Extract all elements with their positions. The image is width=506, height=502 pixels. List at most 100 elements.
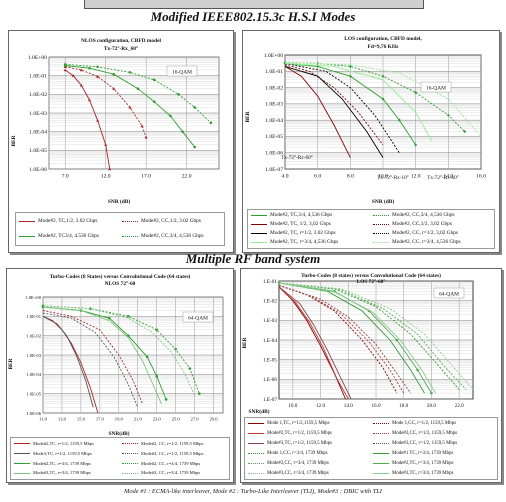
- legend-label: Mode#3,TC, r=1/2, 1159,5 Mbps: [267, 441, 332, 447]
- legend-item: Mode#2, TC,1/2, 3.02 Gbps: [19, 214, 118, 229]
- x-tick-label: 25.0: [172, 417, 181, 422]
- y-tick-label: 1.0E-05: [26, 391, 41, 396]
- legend-swatch: [19, 236, 35, 237]
- legend-item: Mode#2, TC3/4, 4.536 Gbps: [19, 229, 118, 244]
- x-tick-label: 29.0: [210, 417, 219, 422]
- data-point: [198, 392, 201, 395]
- data-point: [188, 367, 192, 370]
- series-line: [42, 315, 94, 408]
- legend-item: Mode#2,TC, r=1/2, 1159,5 Mbps: [248, 429, 369, 439]
- annotation-box: [433, 287, 465, 299]
- legend-item: Mode#2, CC, r=1/2, 1159,5 Mbps: [122, 439, 226, 449]
- legend-item: Mode#2, CC,1/2, 3.02 Gbps: [122, 214, 221, 229]
- y-tick-label: 1.E-06: [263, 377, 277, 383]
- chart-subtitle: NLOS 72°-60: [105, 280, 136, 287]
- legend-label: Mode#2, TC, 1/2, 3,02 Gbps: [270, 220, 331, 227]
- chart-los-64qam: 1.E-01 1.E-02 1.E-03 1.E-04 1.E-05 1.E-06 1.E-…: [242, 272, 474, 415]
- y-tick-label: 1.0E-03: [26, 353, 41, 358]
- section-heading-hsi-modes: Modified IEEE802.15.3c H.S.I Modes: [150, 9, 356, 24]
- data-point: [96, 74, 100, 78]
- legend-label: Mode#2, CC,3/4, 4,536 Gbps: [392, 211, 455, 218]
- series-line: [42, 315, 99, 414]
- data-point: [108, 316, 111, 320]
- series-line: [278, 282, 474, 390]
- legend-label: Mode#2, TC3/4, 4.536 Gbps: [38, 232, 99, 239]
- data-point: [209, 121, 213, 125]
- data-point: [112, 87, 116, 90]
- y-tick-label: 1.0E-01: [26, 314, 41, 319]
- series-line: [42, 305, 196, 396]
- x-tick-label: 16.0: [371, 403, 380, 409]
- series-line: [278, 284, 398, 394]
- data-point: [414, 90, 418, 95]
- y-tick-label: 1.E-01: [263, 279, 277, 285]
- legend-los-64qam: Mode 1,TC, r=1/2,1159,5 Mbps Mode 1,CC, r…: [244, 417, 498, 480]
- chart-panel-nlos-64qam: 1.0E+00 1.0E-01 1.0E-02 1.0E-03 1.0E-04 1.0E-…: [6, 268, 234, 483]
- data-point: [174, 347, 177, 351]
- legend-item: Mode#2,CC, r=3/4, 1739 Mbps: [248, 458, 369, 468]
- y-tick-label: 1.0E-07: [265, 167, 283, 173]
- legend-label: Mode 1,CC, r=3/4, 1739 Mbps: [267, 450, 328, 456]
- chart-nlos-cbfd: 1.0E+00 1.0E-01 1.0E-02 1.0E-03 1.0E-04 1.0E-…: [11, 38, 220, 205]
- annotation-box: [420, 81, 452, 93]
- y-axis-label: BER: [11, 135, 17, 146]
- y-tick-label: 1.0E-02: [29, 92, 47, 98]
- legend-label: Mode#2,TC, r=1/2, 1159,5 Mbps: [33, 441, 94, 447]
- x-tick-label: 8.0: [347, 174, 354, 180]
- section-heading-multiple-rf: Multiple RF band system: [185, 251, 321, 266]
- data-point: [108, 167, 112, 171]
- legend-label: Mode#2, TC, r=3/4, 4,536 Gbps: [270, 238, 339, 245]
- series-line: [284, 63, 417, 146]
- legend-item: Mode#2, CC, r=1/2, 3,02 Gbps: [373, 229, 491, 238]
- legend-item: Mode#1 TC, r=3/4, 1739 Mbps: [373, 448, 494, 458]
- chart-title: Turbo-Codes (8 states) versus Convolutio…: [301, 272, 441, 279]
- x-tick-label: 12.0: [101, 174, 111, 180]
- legend-item: Mode#3, CC, r=1/2, 1159,5 Mbps: [122, 449, 226, 459]
- legend-label: Mode#3, CC, r=3/4, 1739 Mbps: [141, 470, 201, 476]
- chart-los-cbfd: 1.0E+00 1.0E-01 1.0E-02 1.0E-03 1.0E-04 1.0E-…: [245, 36, 486, 205]
- x-tick-label: 22.0: [182, 174, 192, 180]
- series-line: [278, 284, 411, 394]
- data-point: [88, 66, 91, 70]
- chart-subtitle: Tx-72°-Rx_60°: [104, 45, 138, 52]
- data-point: [164, 398, 168, 401]
- data-point: [193, 145, 197, 149]
- chart-subtitle: Fd=9,76 KHz: [368, 44, 400, 50]
- data-point: [152, 100, 156, 104]
- data-point: [181, 130, 184, 133]
- data-point: [381, 74, 385, 78]
- data-point: [96, 118, 100, 122]
- legend-item: Mode#3,TC, r=3/4, 1739 Mbps: [14, 468, 118, 478]
- y-tick-label: 1.0E-05: [29, 148, 47, 154]
- y-tick-label: 1.0E+00: [28, 55, 47, 61]
- top-frame-bar: [84, 0, 424, 9]
- data-point: [126, 315, 130, 318]
- legend-label: Mode 1,TC, r=1/2,1159,5 Mbps: [267, 421, 330, 427]
- legend-item: Mode#2,TC, r=3/4, 1739 Mbps: [14, 459, 118, 469]
- legend-swatch: [122, 472, 138, 474]
- series-line: [278, 282, 432, 394]
- legend-item: Mode#2,TC, r=3/4, 1739 Mbps: [373, 458, 494, 468]
- chart-title: NLOS configuration, CBFD model: [81, 38, 161, 44]
- chart-nlos-64qam: 1.0E+00 1.0E-01 1.0E-02 1.0E-03 1.0E-04 1.0E-…: [8, 273, 224, 437]
- legend-swatch: [14, 462, 30, 464]
- y-tick-label: 1.0E+00: [25, 295, 41, 300]
- annotation-box: [182, 311, 214, 323]
- data-point: [381, 97, 385, 101]
- legend-swatch: [373, 452, 389, 454]
- annotation-modulation: 16-QAM: [172, 70, 192, 76]
- annotation-modulation: 64-QAM: [188, 316, 208, 322]
- x-tick-label: 27.0: [191, 417, 200, 422]
- data-point: [96, 65, 99, 69]
- legend-label: Mode 1,CC, r=1/2, 1159,5 Mbps: [392, 421, 456, 427]
- data-point: [71, 74, 75, 77]
- series-line: [42, 312, 139, 408]
- data-point: [112, 72, 116, 76]
- x-tick-label: 19.0: [115, 417, 124, 422]
- chart-panel-nlos: 1.0E+00 1.0E-01 1.0E-02 1.0E-03 1.0E-04 1.0E-…: [8, 30, 234, 253]
- legend-swatch: [248, 433, 264, 435]
- data-point: [152, 78, 156, 82]
- data-point: [79, 68, 83, 72]
- data-point: [128, 71, 132, 74]
- legend-label: Mode#2,CC, r=3/4, 1739 Mbps: [267, 460, 329, 466]
